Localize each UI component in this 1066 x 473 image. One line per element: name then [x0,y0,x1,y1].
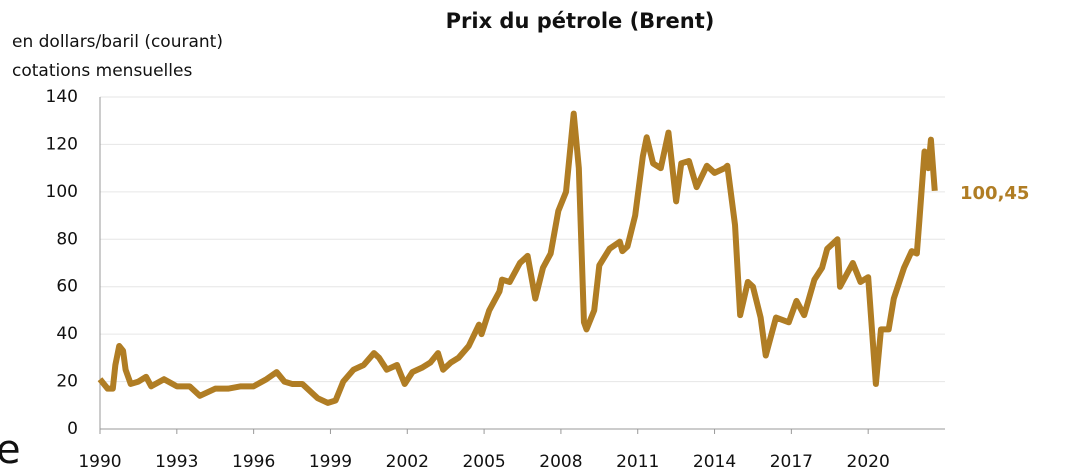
unit-label: cotations mensuelles [12,61,192,81]
price-line [97,110,938,406]
x-tick-label: 1999 [309,452,352,472]
y-tick-label: 40 [56,324,78,344]
x-tick-label: 1996 [232,452,275,472]
y-tick-label: 60 [56,277,78,297]
x-tick-label: 2011 [616,452,659,472]
chart-title: Prix du pétrole (Brent) [446,9,715,33]
x-tick-label: 2017 [770,452,813,472]
x-tick-label: 1993 [155,452,198,472]
y-tick-label: 140 [46,87,78,107]
x-tick-label: 2002 [386,452,429,472]
y-tick-label: 80 [56,229,78,249]
x-tick-label: 2005 [462,452,505,472]
end-value-label: 100,45 [960,183,1029,204]
y-tick-label: 20 [56,372,78,392]
x-tick-label: 2008 [539,452,582,472]
x-tick-label: 1990 [78,452,121,472]
x-tick-label: 2014 [693,452,736,472]
x-tick-label: 2020 [847,452,890,472]
y-tick-label: 100 [46,182,78,202]
text-fragment: e [0,427,21,473]
y-tick-label: 0 [67,419,78,439]
y-tick-label: 120 [46,134,78,154]
unit-label: en dollars/baril (courant) [12,32,223,52]
